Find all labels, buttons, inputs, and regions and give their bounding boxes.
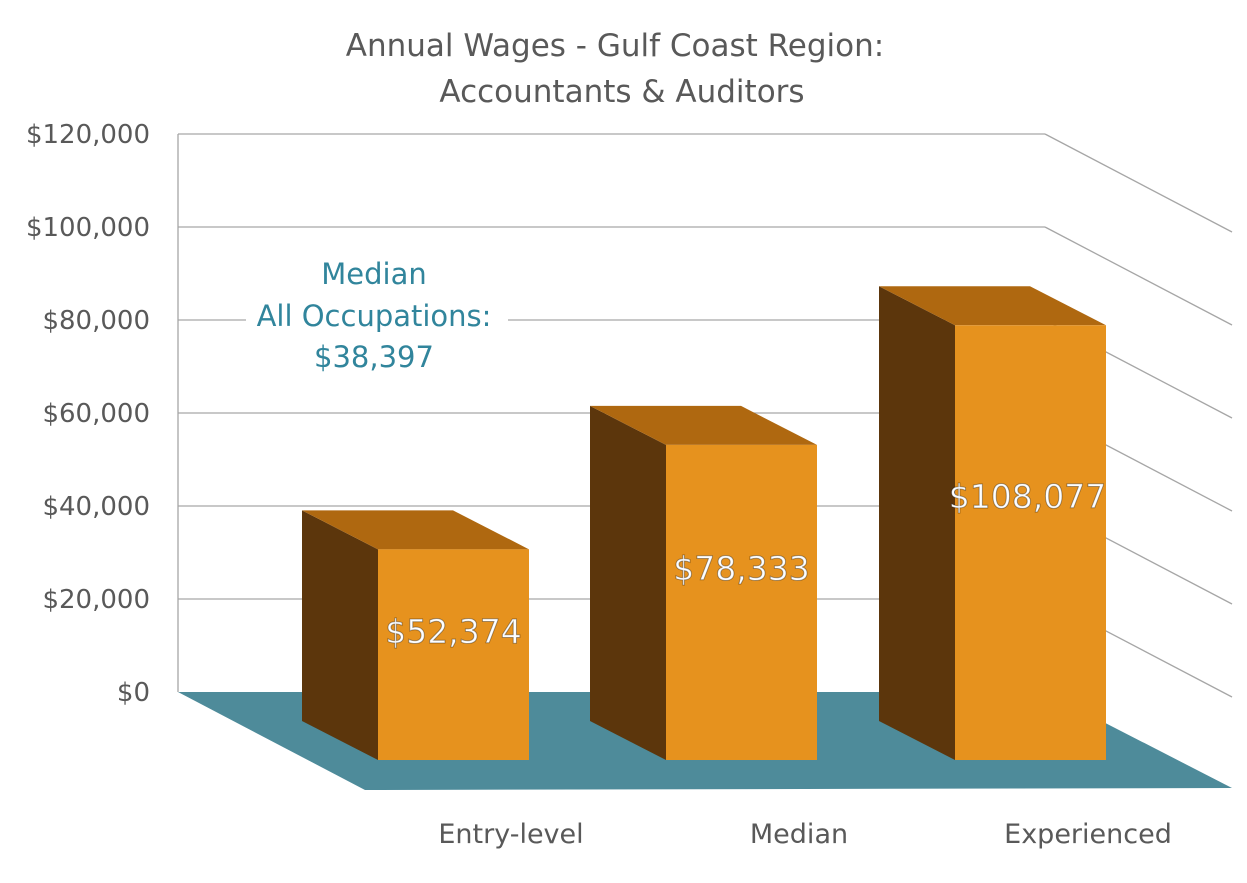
bar-side bbox=[590, 405, 666, 760]
bar-front bbox=[955, 325, 1106, 760]
side-gridline bbox=[1044, 133, 1233, 233]
bar-top bbox=[302, 510, 529, 550]
y-tick-label: $120,000 bbox=[26, 120, 150, 150]
x-axis: Entry-level Median Experienced bbox=[438, 819, 1172, 850]
data-label: $52,374 bbox=[385, 612, 521, 651]
x-category-label: Entry-level bbox=[438, 819, 583, 850]
bar-top bbox=[590, 405, 817, 445]
data-label: $108,077 bbox=[949, 477, 1106, 516]
bars: $52,374 $78,333 $108,077 bbox=[302, 286, 1107, 760]
data-label: $78,333 bbox=[673, 549, 809, 588]
bar-median: $78,333 bbox=[590, 405, 817, 760]
bar-front bbox=[378, 549, 529, 760]
y-tick-label: $20,000 bbox=[42, 585, 150, 615]
chart-title-line-1: Annual Wages - Gulf Coast Region: bbox=[346, 28, 884, 64]
y-tick-label: $80,000 bbox=[42, 306, 150, 336]
y-tick-label: $60,000 bbox=[42, 399, 150, 429]
annotation-line: Median bbox=[321, 257, 426, 291]
side-gridline bbox=[1044, 226, 1233, 326]
bar-side bbox=[302, 510, 378, 760]
bar-front bbox=[666, 444, 817, 760]
x-category-label: Experienced bbox=[1004, 819, 1172, 850]
chart-title: Annual Wages - Gulf Coast Region: Accoun… bbox=[346, 28, 884, 110]
median-all-occupations-annotation: Median All Occupations: $38,397 bbox=[246, 257, 508, 374]
bar-top bbox=[879, 286, 1106, 326]
x-category-label: Median bbox=[750, 819, 848, 850]
annotation-background bbox=[246, 300, 508, 338]
y-tick-label: $40,000 bbox=[42, 492, 150, 522]
annotation-line: $38,397 bbox=[314, 340, 434, 374]
bar-side bbox=[879, 286, 955, 760]
chart-title-line-2: Accountants & Auditors bbox=[439, 74, 804, 110]
y-axis: $0 $20,000 $40,000 $60,000 $80,000 $100,000 $1… bbox=[26, 120, 150, 708]
annotation-line: All Occupations: bbox=[257, 299, 492, 333]
bar-experienced: $108,077 bbox=[879, 286, 1107, 760]
bar-entry-level: $52,374 bbox=[302, 510, 529, 760]
y-tick-label: $0 bbox=[117, 678, 150, 708]
y-tick-label: $100,000 bbox=[26, 213, 150, 243]
